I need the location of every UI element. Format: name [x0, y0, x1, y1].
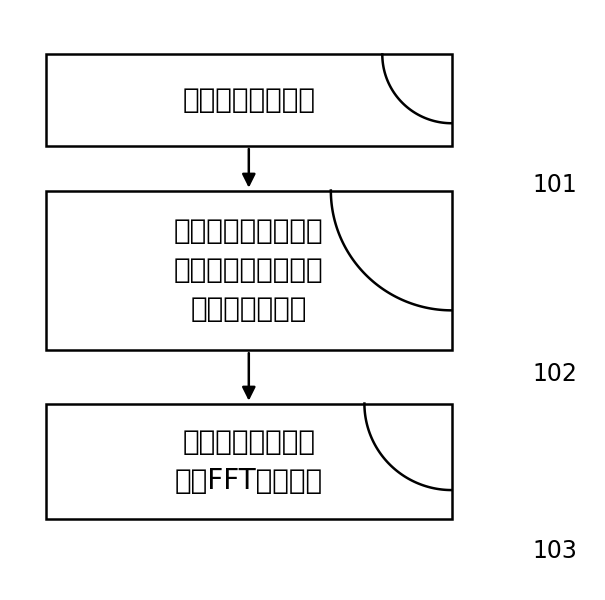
Bar	[46, 404, 452, 519]
Text: 101: 101	[532, 173, 577, 197]
Text: 103: 103	[532, 539, 577, 563]
Text: 根据信道时域响应
调整FFT窗口位置: 根据信道时域响应 调整FFT窗口位置	[175, 428, 323, 495]
Text: 获取信道频域响应: 获取信道频域响应	[182, 86, 315, 115]
Bar	[46, 55, 452, 146]
Text: 102: 102	[532, 362, 577, 386]
Bar	[46, 191, 452, 350]
Text: 对信道频域响应进行
滤波器组频域分析获
得信道时域响应: 对信道频域响应进行 滤波器组频域分析获 得信道时域响应	[174, 217, 324, 323]
